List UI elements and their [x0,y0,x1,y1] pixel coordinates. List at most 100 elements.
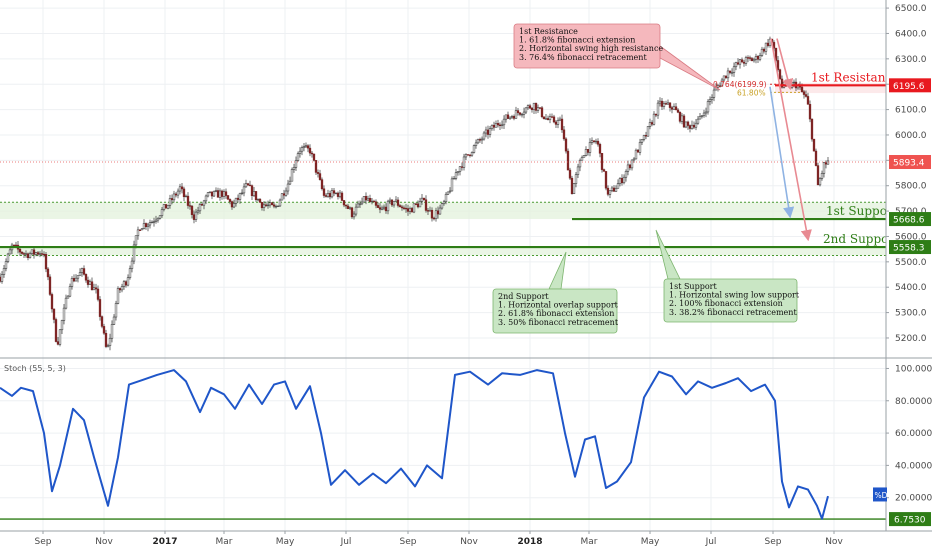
candle-body [264,204,268,206]
candle-body [36,252,40,255]
candle-body [532,102,536,110]
candle-body [544,118,548,120]
candle-body [28,253,32,258]
candle-body [540,107,544,118]
candle-body [188,205,192,207]
candle-body [486,129,490,135]
price-tick-label: 6000.0 [895,131,927,141]
callout-line: 1. Horizontal overlap support [498,301,619,310]
candle-body [456,171,460,173]
candle-body [454,172,458,179]
projection-arrow-blue [769,86,795,219]
candle-body [658,100,662,104]
price-tick-label: 5600.0 [895,232,927,242]
candle-body [110,324,114,339]
candle-body [756,56,760,60]
price-tick-label: 6400.0 [895,29,927,39]
candle-body [306,145,310,149]
time-tick-label: Mar [581,537,598,547]
candle-body [628,164,632,169]
candle-body [508,116,512,119]
candle-body [776,60,780,70]
level-name: 1st Resistance [811,70,899,84]
candle-body [618,178,622,184]
candle-body [76,275,80,279]
candle-body [624,171,628,178]
candle-body [26,253,30,258]
candle-body [346,205,350,209]
candle-body [462,156,466,168]
candle-body [370,200,374,203]
candle-body [622,176,626,184]
candle-body [438,207,442,215]
candle-body [50,294,54,310]
candle-body [254,191,258,200]
candle-body [240,192,244,195]
candle-body [534,102,538,111]
candle-body [168,198,172,206]
candle-body [388,199,392,202]
candle-body [420,197,424,202]
candle-body [378,207,382,210]
candle-body [698,116,702,120]
candle-body [130,260,134,269]
candle-body [152,221,156,223]
time-tick-label: Sep [765,537,782,547]
candle-body [586,149,590,153]
resistance-tag-label: 6195.6 [893,82,925,92]
candle-body [374,201,378,206]
candle-body [166,205,170,209]
candle-body [278,199,282,207]
candle-body [18,248,22,253]
candle-body [608,190,612,195]
candle-body [194,211,198,220]
candle-body [284,190,288,196]
resistance-tag [889,78,931,93]
candle-body [148,222,152,226]
callout-line: 2. 100% fibonacci extension [669,299,783,308]
candle-body [738,59,742,65]
candle-body [116,288,120,304]
candle-body [538,107,542,109]
callout-box[interactable] [513,23,661,69]
candle-body [66,295,70,299]
stochastic-panel: Stoch (55, 5, 3) [0,364,886,520]
candle-body [526,105,530,109]
candle-body [258,198,262,203]
candle-body [564,138,568,152]
candle-body [816,165,820,186]
callout-line: 2nd Support [498,292,549,301]
stoch-series-tag [873,487,887,502]
candle-body [404,207,408,210]
candle-body [814,150,818,166]
candle-body [662,103,666,107]
candle-body [22,253,26,255]
stoch-series-tag-label: %D [875,491,888,500]
candle-body [406,208,410,212]
candle-body [390,199,394,206]
candle-body [368,198,372,202]
candle-body [496,123,500,126]
candle-body [2,268,6,275]
candle-body [332,190,336,194]
candle-body [812,138,816,152]
candle-body [668,102,672,108]
candle-body [584,149,588,156]
candle-body [554,121,558,125]
candle-body [146,224,150,227]
candle-body [328,193,332,198]
candle-body [98,299,102,317]
callout-box[interactable] [663,278,798,323]
candle-body [4,261,8,269]
candle-body [606,187,610,195]
callout-line: 3. 76.4% fibonacci retracement [519,53,647,62]
candle-body [468,154,472,156]
candle-body [172,193,176,201]
candle-body [646,126,650,137]
candle-body [180,186,184,190]
candle-body [394,199,398,202]
candle-body [202,200,206,206]
callout-box[interactable] [492,288,618,334]
